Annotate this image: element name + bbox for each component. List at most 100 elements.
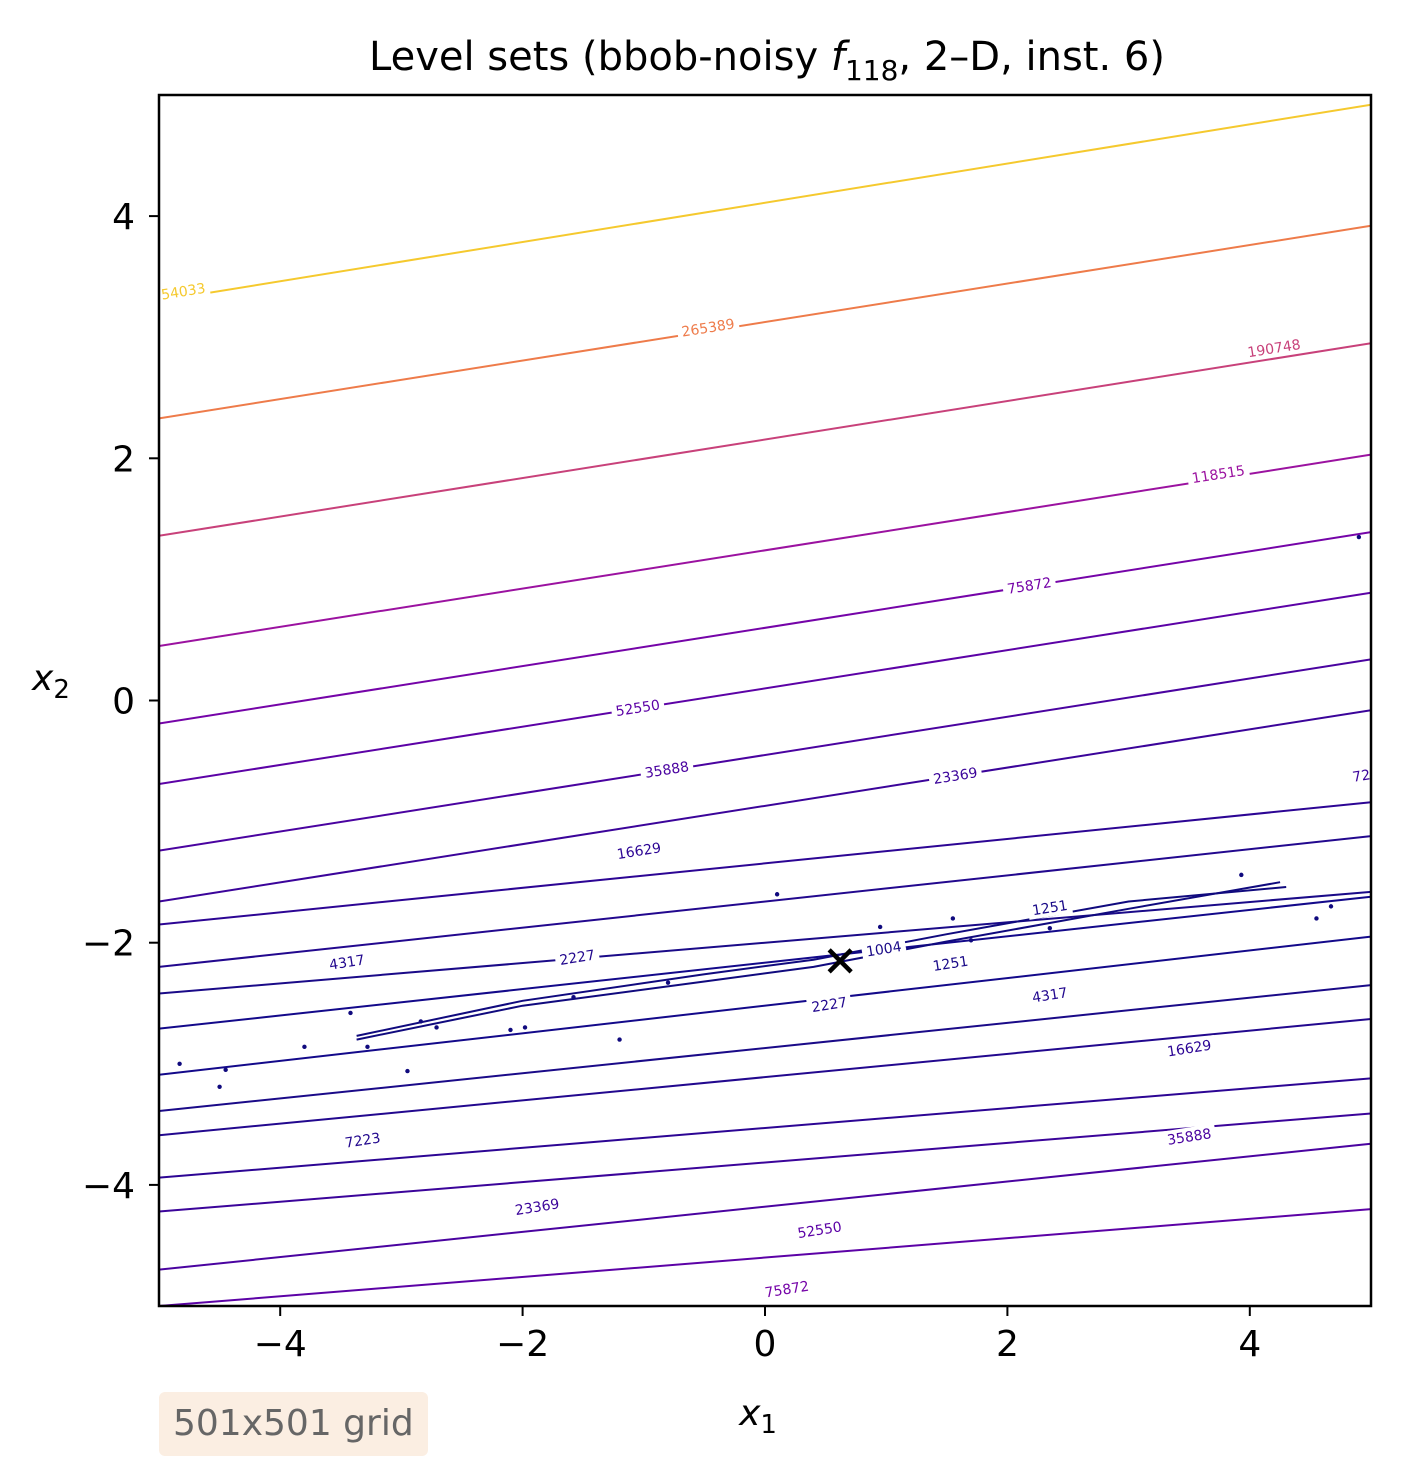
contour-label-bg <box>1242 334 1307 362</box>
chart-title: Level sets (bbob-noisy f118, 2–D, inst. … <box>369 34 1165 87</box>
noise-dot <box>1047 925 1053 931</box>
contour-label-text: 16629 <box>1166 1038 1212 1061</box>
valley-contour <box>356 886 1287 1037</box>
contour-label-bg <box>1026 982 1073 1008</box>
noise-dot <box>1356 534 1362 540</box>
contour-label: 35888 <box>639 756 695 783</box>
optimum-x-marker <box>827 948 853 974</box>
contour-label-text: 35888 <box>1166 1126 1212 1149</box>
noise-dot <box>774 892 780 897</box>
contour-label: 54033 <box>159 278 211 305</box>
noise-dot <box>348 1010 353 1016</box>
contour-label: 52550 <box>610 694 666 721</box>
noise-dot <box>1239 872 1244 878</box>
contour-label: 2227 <box>554 944 601 970</box>
noise-dot <box>365 1044 370 1050</box>
contour-label-bg <box>610 694 666 721</box>
noise-dots <box>177 534 1362 1090</box>
contour-label-text: 75872 <box>764 1279 810 1302</box>
contour-label-bg <box>806 992 853 1017</box>
contour-label-bg <box>676 313 741 342</box>
contour-label-bg <box>323 949 370 975</box>
contour-label-text: 75872 <box>1006 575 1052 598</box>
level-line <box>159 224 1371 420</box>
contour-label-bg <box>1001 572 1057 599</box>
contour-label: 4317 <box>1026 982 1073 1008</box>
contour-label-bg <box>791 1216 848 1243</box>
contour-label: 16629 <box>611 837 667 864</box>
level-line <box>159 984 1371 1113</box>
valley-contours <box>356 881 1287 1041</box>
contour-label: 23369 <box>927 762 983 789</box>
noise-dot <box>877 924 883 930</box>
contour-label: 35888 <box>1161 1123 1217 1150</box>
contour-label-text: 35888 <box>644 759 690 782</box>
contour-label: 23369 <box>509 1193 565 1220</box>
contour-labels: 54033 265389 190748 118515 75872 52550 35888 23… <box>159 278 1371 1303</box>
contour-label: 75872 <box>759 1276 815 1303</box>
optimum-marker <box>827 948 853 974</box>
contour-label-text: 52550 <box>615 697 661 720</box>
y-tick-label: 0 <box>112 682 135 723</box>
contour-label: 265389 <box>676 313 741 342</box>
level-line <box>159 591 1371 786</box>
contour-label-text: 1251 <box>932 954 970 975</box>
noise-dot <box>522 1025 528 1030</box>
contour-label-text: 72 <box>1351 767 1371 786</box>
x-tick-label: 2 <box>996 1324 1019 1365</box>
noise-dot <box>950 916 956 921</box>
contour-label-text: 4317 <box>328 952 366 973</box>
contour-label: 72 <box>1347 764 1371 787</box>
contour-label-text: 23369 <box>932 765 978 788</box>
x-tick-label: 4 <box>1238 1324 1261 1365</box>
contour-label-bg <box>927 950 974 976</box>
contour-label-bg <box>1186 460 1251 488</box>
level-line <box>159 709 1371 903</box>
plot-frame <box>157 93 1373 1308</box>
contour-label: 7223 <box>339 1127 386 1153</box>
level-line <box>159 103 1371 302</box>
noise-dot <box>508 1027 513 1033</box>
contour-label-bg <box>554 944 601 970</box>
contour-label: 75872 <box>1001 572 1057 599</box>
y-tick-label: 4 <box>112 197 135 238</box>
x-axis-ticks: −4 −2 0 2 4 <box>254 1306 1261 1365</box>
contour-label-bg <box>860 936 907 962</box>
contour-label-text: 190748 <box>1247 337 1302 361</box>
contour-label-bg <box>927 762 983 789</box>
level-lines <box>159 103 1371 1306</box>
contour-label-bg <box>339 1127 386 1153</box>
contour-label-bg <box>1347 764 1371 787</box>
contour-label: 2227 <box>806 992 853 1017</box>
level-line <box>159 453 1371 647</box>
contour-label: 16629 <box>1161 1035 1217 1062</box>
x-tick-label: 0 <box>754 1324 777 1365</box>
noise-dot <box>418 1019 423 1024</box>
contour-label: 1251 <box>1026 895 1073 920</box>
level-line <box>159 835 1371 968</box>
noise-dot <box>617 1037 622 1042</box>
contour-label-text: 2227 <box>811 995 849 1016</box>
noise-dot <box>1328 904 1334 909</box>
contour-label-text: 52550 <box>796 1219 842 1242</box>
y-tick-label: −4 <box>82 1166 135 1207</box>
noise-dot <box>405 1068 410 1074</box>
contour-label-text: 2227 <box>558 948 596 969</box>
contour-label-text: 23369 <box>514 1196 560 1219</box>
x-tick-label: −2 <box>496 1324 549 1365</box>
contour-label-bg <box>1161 1035 1217 1062</box>
contour-label-bg <box>759 1276 815 1303</box>
level-line <box>159 1142 1371 1271</box>
valley-contour <box>356 881 1281 1041</box>
contour-label: 1004 <box>860 936 907 962</box>
noise-dot <box>223 1067 228 1073</box>
y-tick-label: 2 <box>112 439 135 480</box>
noise-dot <box>177 1061 182 1067</box>
noise-dot <box>665 980 671 985</box>
noise-dot <box>968 938 974 943</box>
noise-dot <box>1314 916 1319 921</box>
contour-label-text: 54033 <box>160 281 206 304</box>
contour-label-text: 16629 <box>616 840 662 863</box>
level-line <box>159 890 1371 995</box>
level-line <box>159 895 1371 1030</box>
